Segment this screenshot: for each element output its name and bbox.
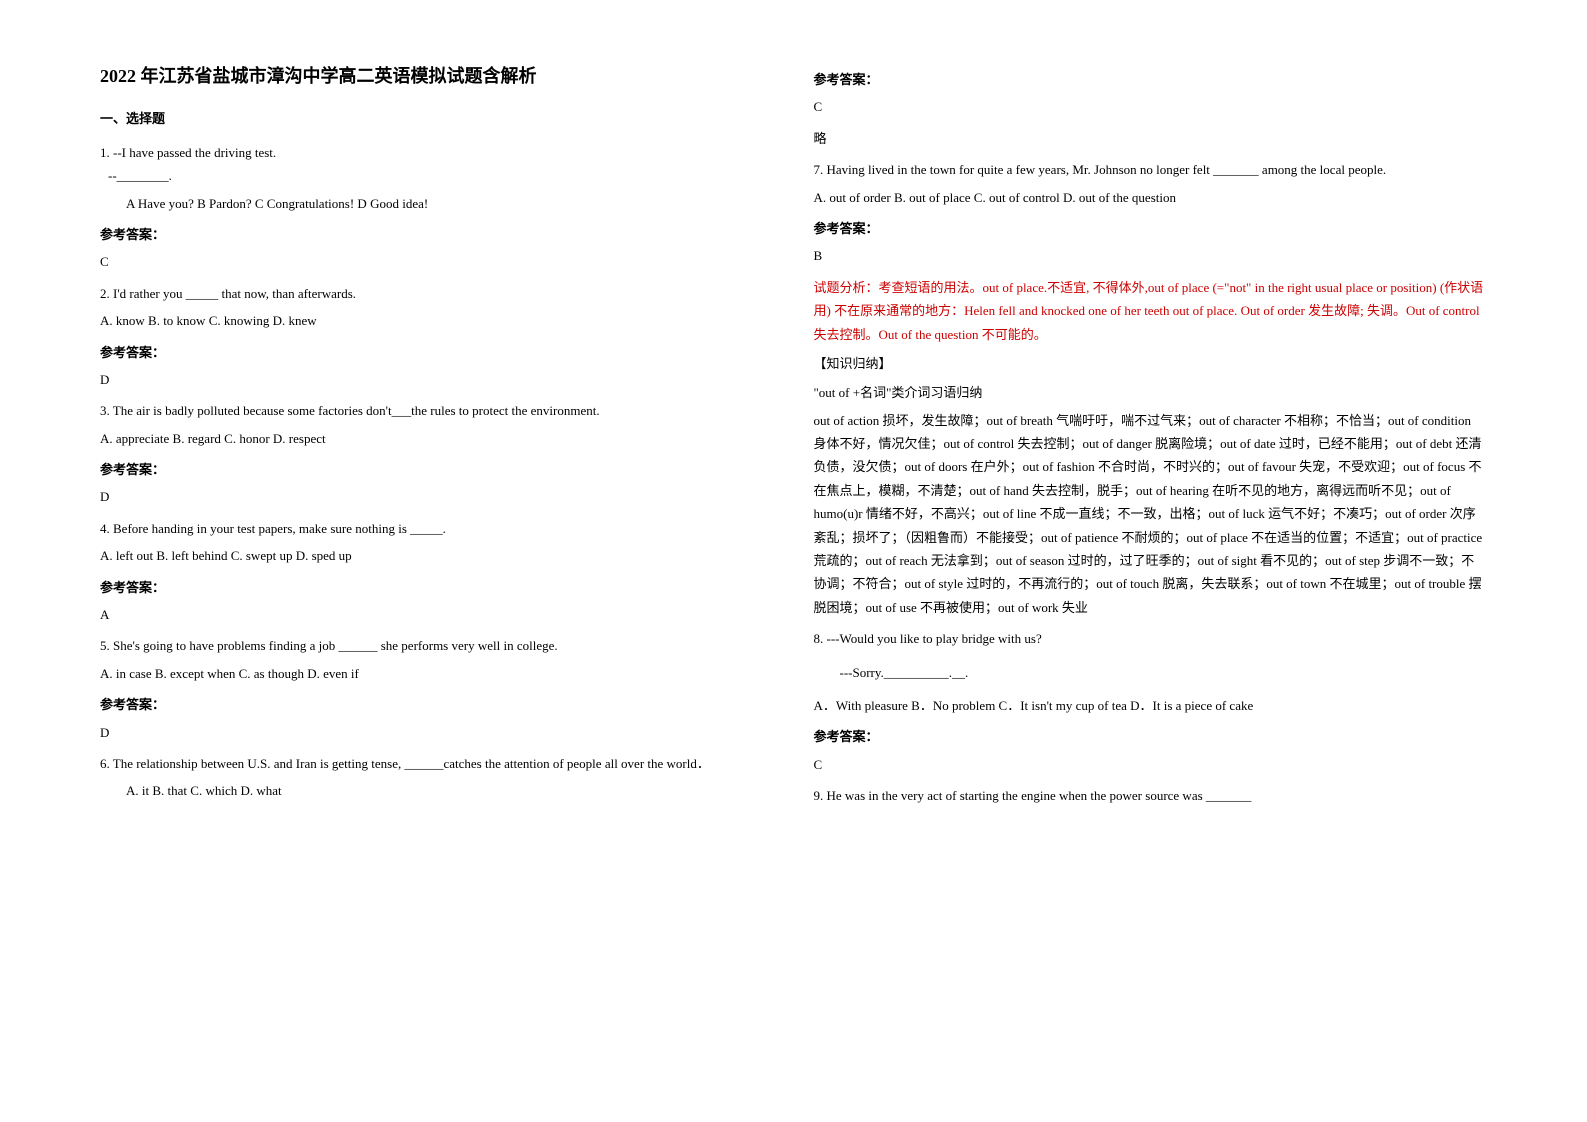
q6-answer-label: 参考答案： <box>814 68 1488 91</box>
question-9: 9. He was in the very act of starting th… <box>814 784 1488 807</box>
q3-answer: D <box>100 485 774 508</box>
q6-extra: 略 <box>814 127 1488 150</box>
q7-answer: B <box>814 244 1488 267</box>
q3-options: A. appreciate B. regard C. honor D. resp… <box>100 427 774 450</box>
q1-answer: C <box>100 250 774 273</box>
q2-answer: D <box>100 368 774 391</box>
q4-text: 4. Before handing in your test papers, m… <box>100 517 774 540</box>
q4-answer-label: 参考答案： <box>100 576 774 599</box>
left-column: 2022 年江苏省盐城市漳沟中学高二英语模拟试题含解析 一、选择题 1. --I… <box>80 60 794 1062</box>
question-4: 4. Before handing in your test papers, m… <box>100 517 774 568</box>
q5-answer: D <box>100 721 774 744</box>
q7-analysis: 试题分析：考查短语的用法。out of place.不适宜, 不得体外,out … <box>814 276 1488 346</box>
q1-answer-label: 参考答案： <box>100 223 774 246</box>
q7-knowledge-title: "out of +名词"类介词习语归纳 <box>814 381 1488 404</box>
q3-text: 3. The air is badly polluted because som… <box>100 399 774 422</box>
q5-options: A. in case B. except when C. as though D… <box>100 662 774 685</box>
q2-options: A. know B. to know C. knowing D. knew <box>100 309 774 332</box>
q1-options: A Have you? B Pardon? C Congratulations!… <box>100 192 774 215</box>
question-1: 1. --I have passed the driving test. --_… <box>100 141 774 215</box>
question-2: 2. I'd rather you _____ that now, than a… <box>100 282 774 333</box>
question-5: 5. She's going to have problems finding … <box>100 634 774 685</box>
section-header: 一、选择题 <box>100 107 774 130</box>
document-title: 2022 年江苏省盐城市漳沟中学高二英语模拟试题含解析 <box>100 60 774 92</box>
right-column: 参考答案： C 略 7. Having lived in the town fo… <box>794 60 1508 1062</box>
q9-text: 9. He was in the very act of starting th… <box>814 784 1488 807</box>
question-3: 3. The air is badly polluted because som… <box>100 399 774 450</box>
q2-answer-label: 参考答案： <box>100 341 774 364</box>
question-7: 7. Having lived in the town for quite a … <box>814 158 1488 209</box>
question-6: 6. The relationship between U.S. and Ira… <box>100 752 774 803</box>
q7-answer-label: 参考答案： <box>814 217 1488 240</box>
q7-knowledge-label: 【知识归纳】 <box>814 352 1488 375</box>
q1-line2: --________. <box>108 164 774 187</box>
q8-options: A．With pleasure B．No problem C．It isn't … <box>814 694 1488 717</box>
q5-answer-label: 参考答案： <box>100 693 774 716</box>
q7-text: 7. Having lived in the town for quite a … <box>814 158 1488 181</box>
q6-options: A. it B. that C. which D. what <box>100 779 774 802</box>
q5-text: 5. She's going to have problems finding … <box>100 634 774 657</box>
q1-line1: 1. --I have passed the driving test. <box>100 141 774 164</box>
q6-answer: C <box>814 95 1488 118</box>
q7-knowledge-content: out of action 损坏，发生故障；out of breath 气喘吁吁… <box>814 409 1488 620</box>
q8-line2: ---Sorry.__________.__. <box>814 661 1488 684</box>
q8-text: 8. ---Would you like to play bridge with… <box>814 627 1488 650</box>
question-8: 8. ---Would you like to play bridge with… <box>814 627 1488 717</box>
q6-text: 6. The relationship between U.S. and Ira… <box>100 752 774 775</box>
q8-answer-label: 参考答案： <box>814 725 1488 748</box>
q8-answer: C <box>814 753 1488 776</box>
q2-text: 2. I'd rather you _____ that now, than a… <box>100 282 774 305</box>
q7-options: A. out of order B. out of place C. out o… <box>814 186 1488 209</box>
q4-options: A. left out B. left behind C. swept up D… <box>100 544 774 567</box>
q3-answer-label: 参考答案： <box>100 458 774 481</box>
q4-answer: A <box>100 603 774 626</box>
